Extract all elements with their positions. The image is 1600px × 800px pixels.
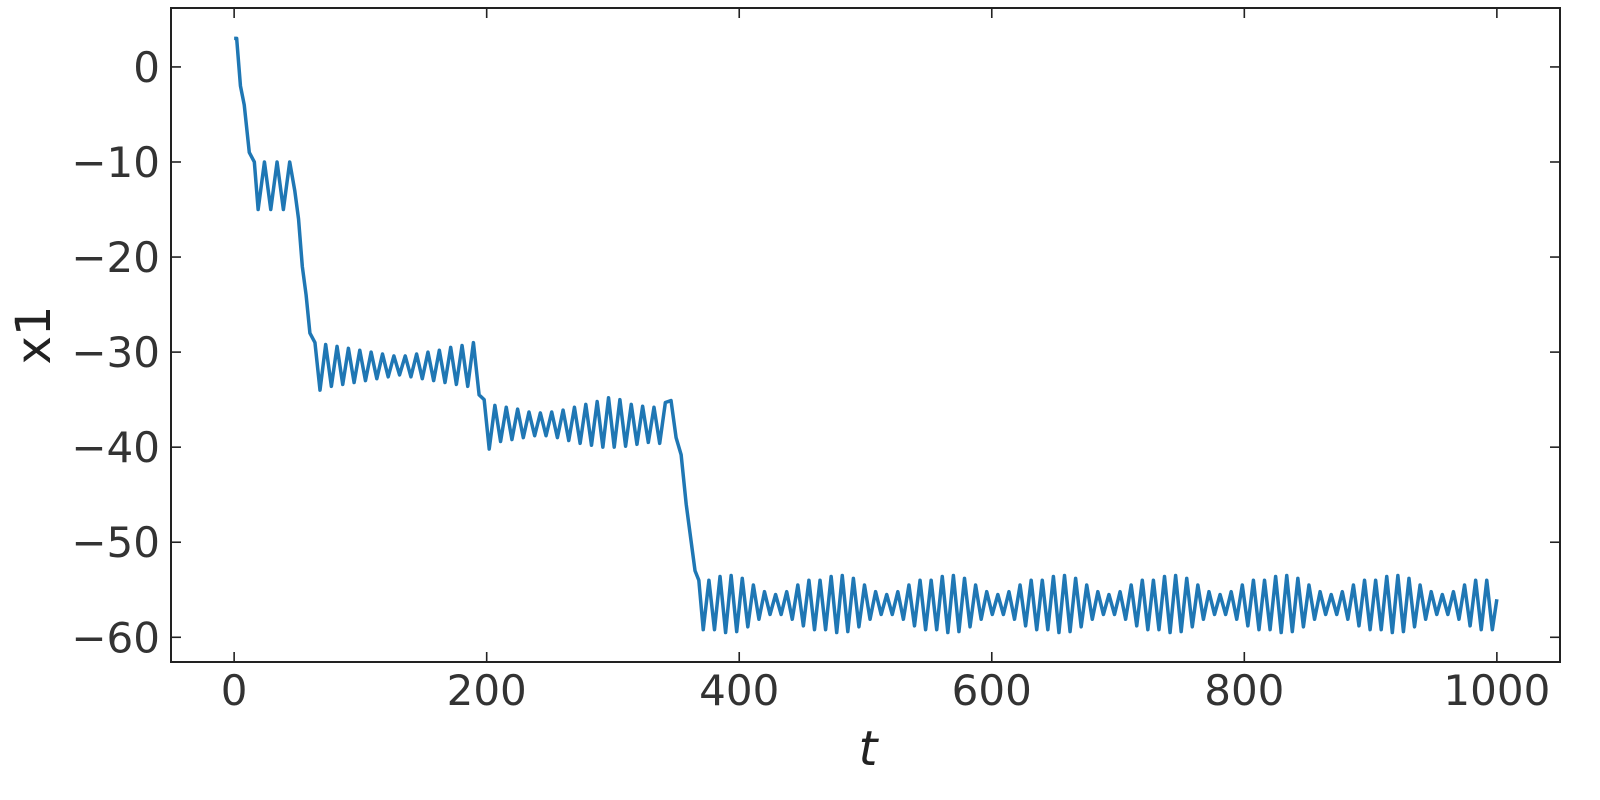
y-tick-label: 0 — [133, 43, 160, 92]
y-tick-label: −50 — [71, 518, 160, 567]
x-axis-label: t — [859, 721, 880, 777]
x-tick-label: 600 — [952, 666, 1032, 715]
x-tick-label: 0 — [221, 666, 248, 715]
y-tick-label: −30 — [71, 328, 160, 377]
plot-frame — [170, 7, 1561, 663]
y-tick-label: −20 — [71, 233, 160, 282]
y-axis-label: x1 — [6, 306, 62, 365]
x-tick-label: 1000 — [1443, 666, 1550, 715]
y-tick-label: −10 — [71, 138, 160, 187]
x-tick-label: 200 — [447, 666, 527, 715]
x-tick-label: 800 — [1204, 666, 1284, 715]
data-line — [234, 36, 1499, 635]
x-tick-label: 400 — [699, 666, 779, 715]
y-tick-label: −40 — [71, 423, 160, 472]
y-tick-label: −60 — [71, 613, 160, 662]
